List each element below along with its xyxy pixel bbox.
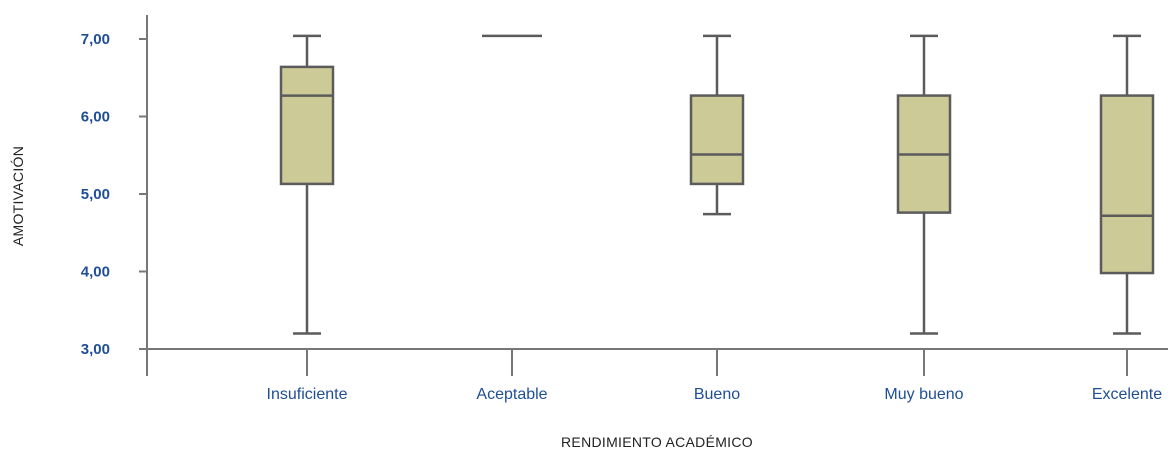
box-insuficiente bbox=[279, 34, 335, 335]
x-tick-label: Insuficiente bbox=[267, 386, 348, 403]
x-tick-label: Muy bueno bbox=[884, 386, 963, 403]
iqr-box bbox=[1099, 94, 1155, 275]
y-axis-title: AMOTIVACIÓN bbox=[10, 146, 26, 246]
y-tick-label: 7,00 bbox=[81, 31, 110, 48]
box-muy-bueno bbox=[896, 34, 952, 335]
x-tick-label: Excelente bbox=[1092, 386, 1162, 403]
y-tick-label: 3,00 bbox=[81, 341, 110, 358]
boxplot-series bbox=[279, 34, 1155, 335]
x-axis-ticks: Insuficiente Aceptable Bueno Muy bueno Excel… bbox=[267, 349, 1162, 403]
x-axis-title: RENDIMIENTO ACADÉMICO bbox=[561, 434, 753, 450]
box-bueno bbox=[689, 34, 745, 216]
iqr-box bbox=[279, 65, 335, 186]
y-tick-label: 4,00 bbox=[81, 264, 110, 281]
x-tick-label: Aceptable bbox=[476, 386, 547, 403]
x-tick-label: Bueno bbox=[694, 386, 740, 403]
y-tick-label: 6,00 bbox=[81, 109, 110, 126]
iqr-box bbox=[689, 94, 745, 186]
box-excelente bbox=[1099, 34, 1155, 335]
y-axis-ticks: 3,00 4,00 5,00 6,00 7,00 bbox=[81, 31, 147, 358]
y-tick-label: 5,00 bbox=[81, 186, 110, 203]
